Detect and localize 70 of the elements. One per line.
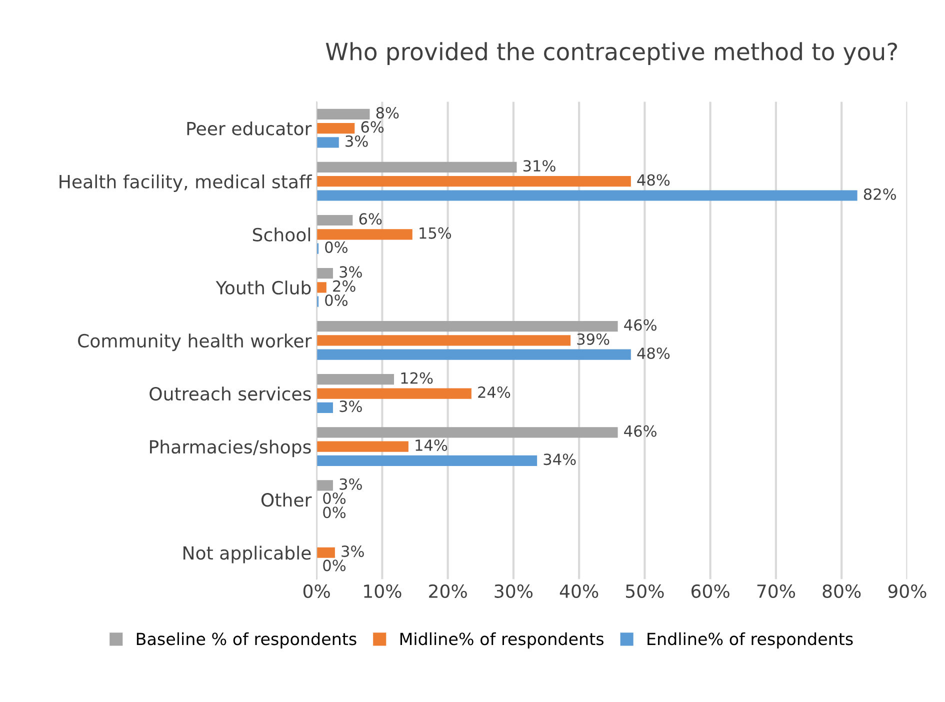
data-label: 6% — [359, 213, 382, 225]
x-tick-label: 30% — [494, 584, 533, 598]
bar — [316, 137, 339, 148]
bar — [316, 321, 618, 332]
bar — [316, 388, 472, 399]
bar — [316, 374, 394, 385]
data-label: 3% — [342, 546, 364, 558]
y-tick-label: Pharmacies/shops — [150, 440, 311, 458]
x-tick-label: 90% — [888, 584, 926, 598]
bar — [316, 190, 858, 201]
bar — [316, 214, 353, 226]
data-label: 12% — [401, 372, 433, 384]
data-label: 0% — [323, 492, 346, 504]
data-label: 31% — [523, 160, 556, 172]
data-label: 0% — [323, 560, 346, 572]
y-tick-label: Not applicable — [184, 546, 311, 564]
data-label: 0% — [323, 506, 346, 518]
bar — [316, 162, 517, 173]
x-tick-label: 10% — [364, 584, 402, 598]
y-tick-label: Community health worker — [78, 334, 312, 352]
data-label: 15% — [420, 227, 452, 239]
x-tick-label: 70% — [757, 584, 796, 598]
y-tick-label: Other — [261, 492, 312, 507]
data-label: 0% — [325, 241, 348, 253]
bar — [316, 427, 618, 438]
bar — [316, 480, 333, 491]
bar — [316, 268, 333, 279]
x-tick-label: 80% — [822, 584, 861, 598]
bar — [316, 335, 571, 346]
legend-label: Endline% of respondents — [648, 632, 853, 648]
y-tick-label: School — [252, 228, 310, 242]
legend-label: Baseline % of respondents — [136, 632, 356, 648]
data-label: 3% — [340, 400, 362, 412]
bar — [316, 123, 355, 134]
data-label: 14% — [416, 439, 448, 451]
bar — [316, 547, 335, 558]
data-label: 82% — [864, 188, 896, 200]
x-tick-label: 0% — [303, 584, 330, 598]
bar — [316, 176, 631, 187]
data-label: 8% — [376, 107, 399, 119]
bar — [316, 282, 326, 293]
x-tick-label: 40% — [560, 584, 598, 598]
data-label: 3% — [340, 266, 362, 278]
bar — [316, 455, 538, 466]
data-label: 48% — [637, 174, 670, 186]
data-label: 3% — [346, 135, 368, 147]
data-label: 48% — [637, 347, 670, 360]
data-label: 34% — [544, 454, 576, 466]
bar — [316, 349, 631, 360]
x-tick-label: 60% — [692, 584, 730, 598]
data-label: 6% — [361, 121, 384, 133]
y-tick-label: Peer educator — [187, 121, 312, 136]
x-tick-label: 20% — [429, 584, 467, 598]
bar — [316, 441, 408, 452]
data-label: 0% — [325, 294, 348, 306]
y-tick-label: Health facility, medical staff — [60, 174, 312, 192]
x-tick-label: 50% — [626, 584, 664, 598]
legend-label: Midline% of respondents — [400, 632, 604, 648]
data-label: 46% — [624, 425, 656, 437]
bar — [316, 402, 333, 413]
y-tick-label: Outreach services — [150, 386, 311, 401]
data-label: 39% — [577, 333, 610, 345]
bar — [316, 108, 370, 120]
data-label: 24% — [478, 386, 510, 398]
data-label: 46% — [624, 319, 656, 331]
y-tick-label: Youth Club — [216, 280, 311, 295]
data-label: 3% — [340, 478, 362, 490]
data-label: 2% — [333, 280, 356, 292]
bar — [316, 229, 412, 240]
chart-title: Who provided the contraceptive method to you? — [326, 42, 898, 66]
